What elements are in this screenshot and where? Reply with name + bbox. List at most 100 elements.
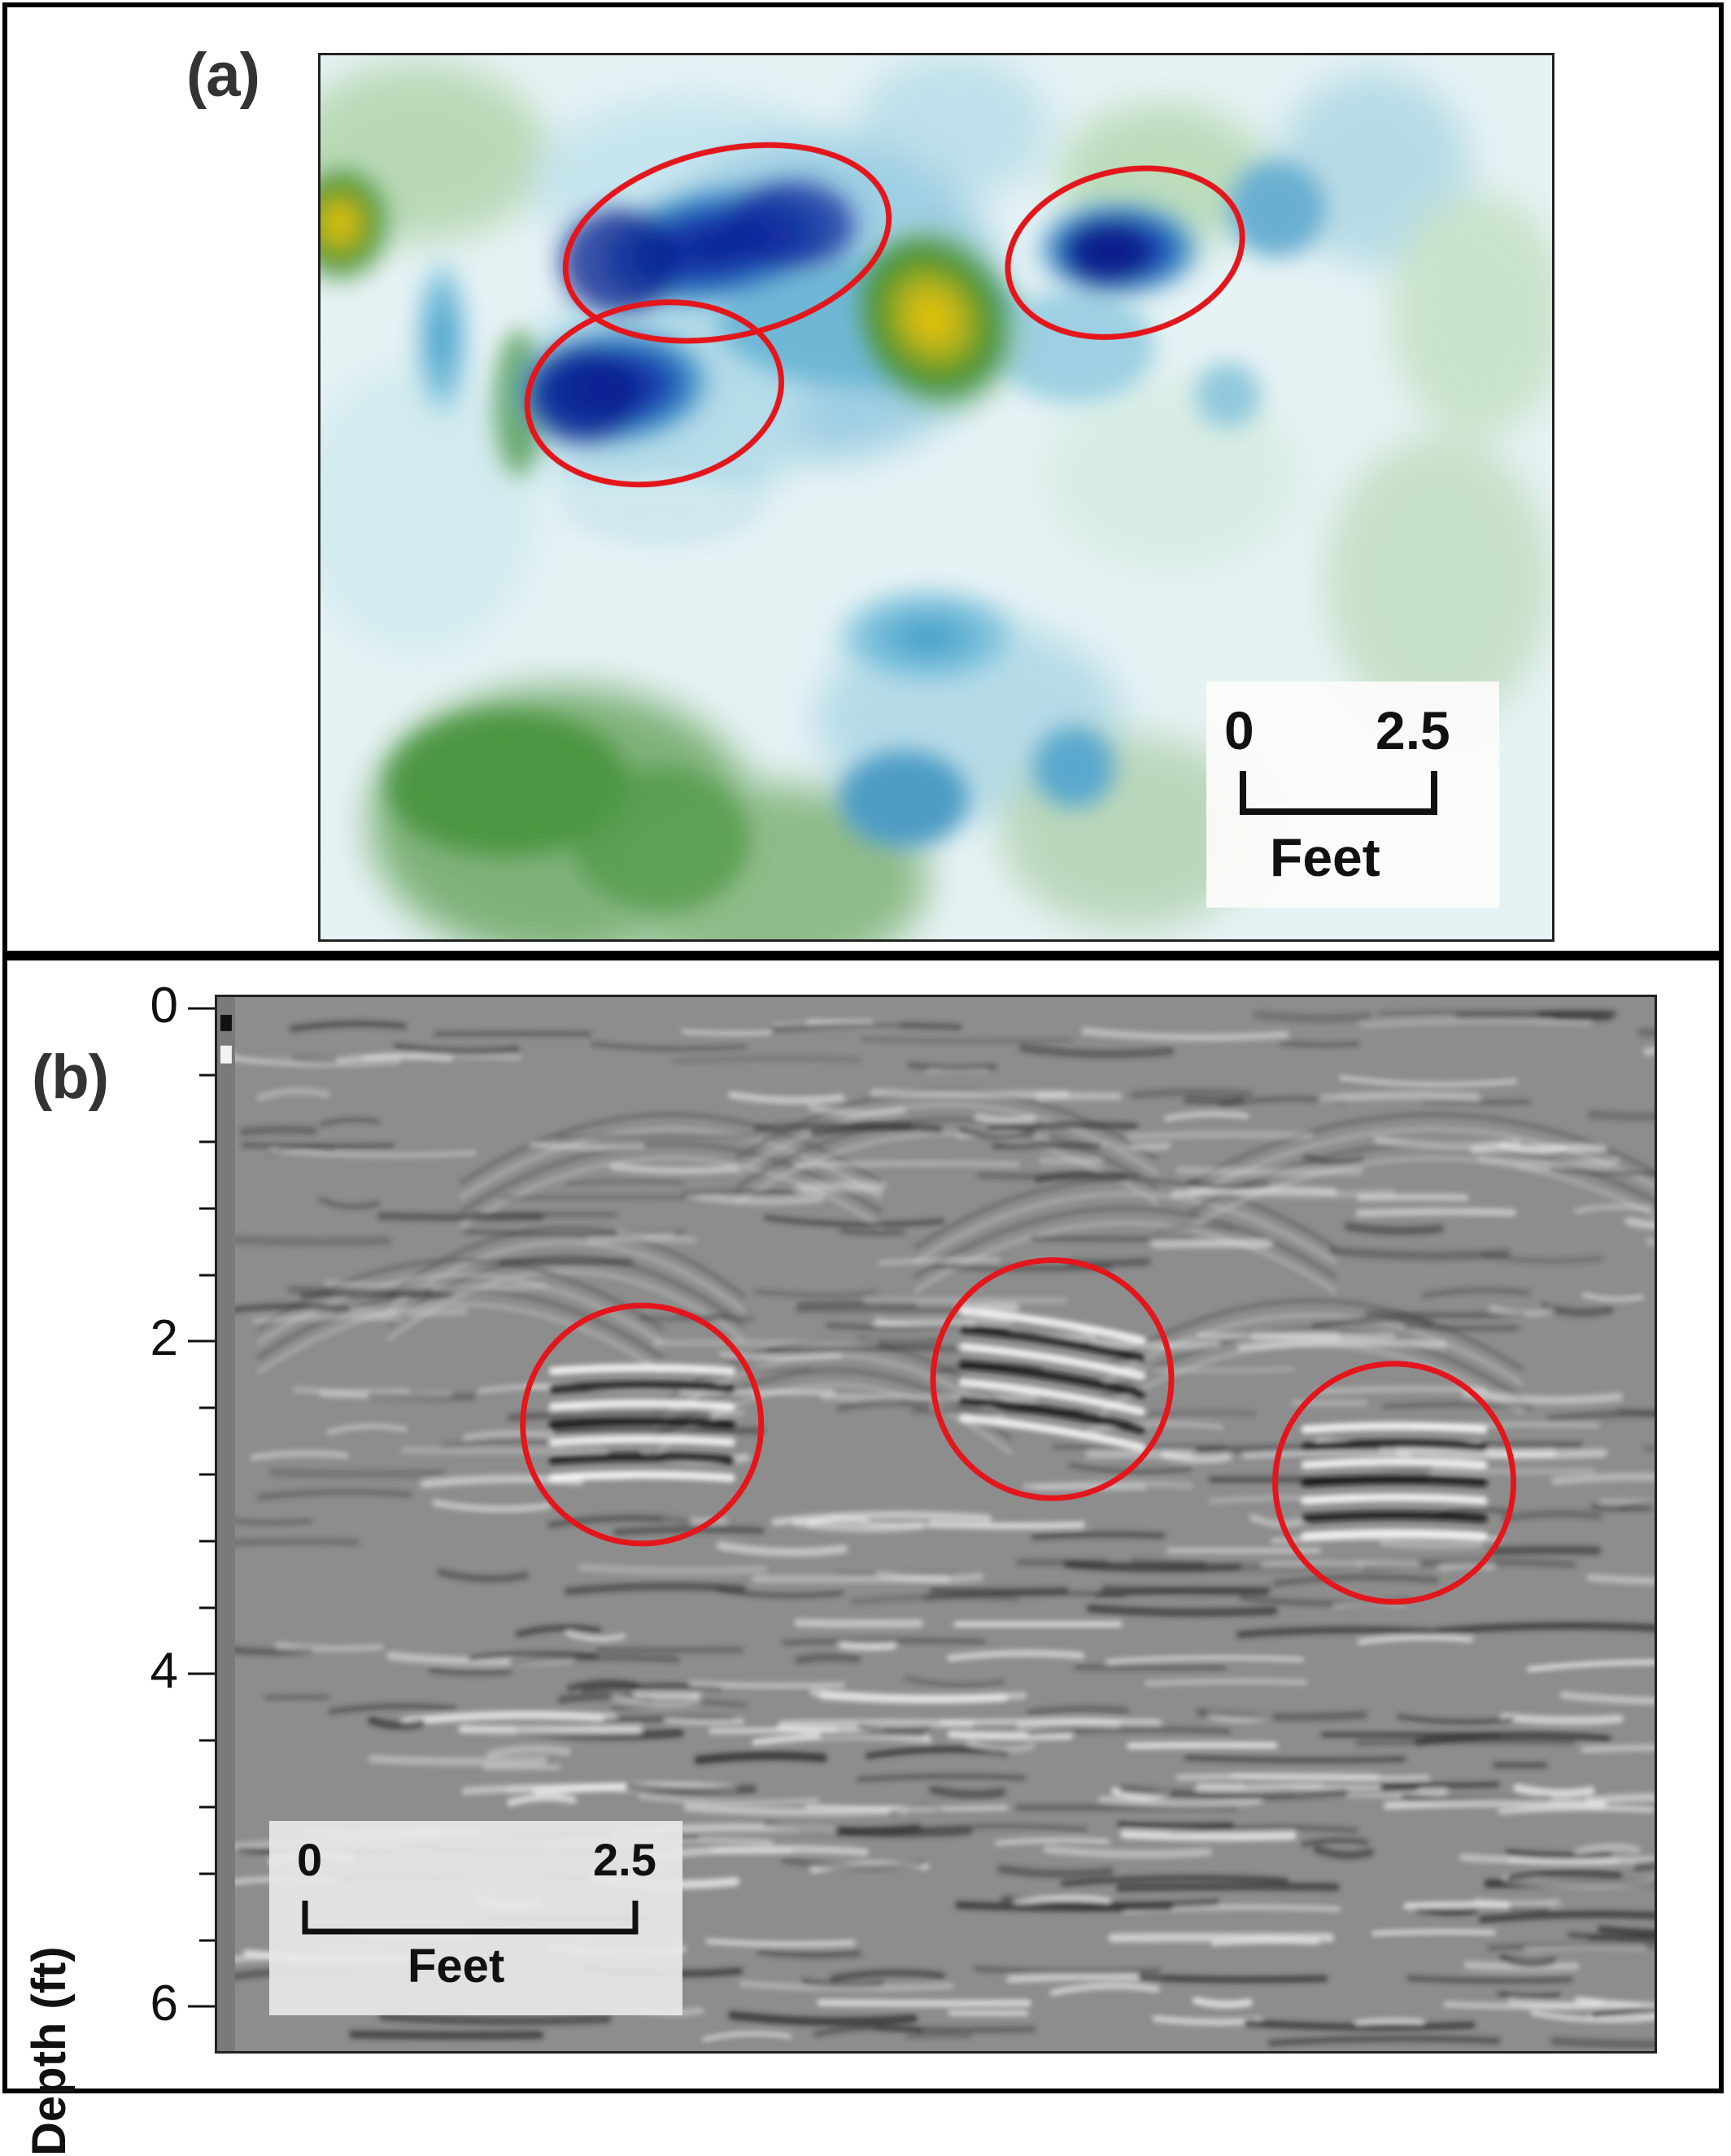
reflection-streak <box>997 1840 1107 1844</box>
scale-unit-label: Feet <box>1270 826 1380 888</box>
reflection-streak <box>273 1472 443 1474</box>
target-reflection <box>1305 1533 1483 1536</box>
reflection-streak <box>911 1065 994 1068</box>
reflection-streak <box>1035 1535 1162 1537</box>
reflection-streak <box>980 1175 1135 1177</box>
reflection-streak <box>1113 1937 1330 1938</box>
scale-bar-b: 0 2.5 Feet <box>269 1821 682 2015</box>
reflection-streak <box>1592 1114 1655 1117</box>
reflection-streak <box>404 1450 604 1451</box>
reflection-streak <box>1601 1929 1655 1933</box>
reflection-streak <box>824 1396 1035 1398</box>
reflection-streak <box>1201 1713 1363 1718</box>
reflection-streak <box>1590 1578 1655 1582</box>
depth-axis-title: Depth (ft) <box>22 1946 76 2156</box>
reflection-streak <box>874 1092 1066 1095</box>
reflection-streak <box>1358 1741 1572 1743</box>
reflection-streak <box>353 2035 539 2036</box>
reflection-streak <box>1282 1043 1357 1045</box>
reflection-streak <box>244 1130 313 1132</box>
reflection-streak <box>1010 1977 1160 1980</box>
panel-a: (a) <box>2 2 1724 956</box>
target-reflection <box>553 1474 731 1478</box>
scale-unit-label: Feet <box>408 1939 504 1993</box>
reflection-streak <box>1124 1834 1293 1836</box>
target-reflection <box>553 1457 731 1460</box>
target-reflection <box>1305 1426 1483 1430</box>
depth-tick-label: 4 <box>129 1642 178 1700</box>
scale-bar-a: 0 2.5 Feet <box>1206 682 1499 908</box>
reflection-streak <box>933 1790 1001 1795</box>
reflection-streak <box>1374 1932 1493 1933</box>
gpr-profile-image: 0 2.5 Feet <box>215 995 1657 2054</box>
reflection-streak <box>1001 1869 1110 1874</box>
reflection-streak <box>1500 1993 1558 1997</box>
reflection-streak <box>1030 1709 1126 1713</box>
reflection-streak <box>1602 1500 1655 1501</box>
reflection-streak <box>1120 1887 1336 1888</box>
reflection-streak <box>1104 1145 1168 1147</box>
reflection-streak <box>699 1756 822 1760</box>
reflection-streak <box>713 1850 791 1851</box>
depth-tick-label: 2 <box>129 1309 178 1367</box>
reflection-streak <box>761 1952 858 1955</box>
reflection-streak <box>279 1645 380 1649</box>
reflection-streak <box>220 1541 356 1543</box>
reflection-streak <box>1629 1222 1655 1227</box>
reflection-streak <box>1554 2041 1655 2045</box>
panel-b-label: (b) <box>32 1042 108 1113</box>
reflection-streak <box>877 1321 1010 1324</box>
reflection-streak <box>667 1720 742 1722</box>
reflection-streak <box>808 1806 1006 1809</box>
target-reflection <box>553 1422 731 1425</box>
reflection-streak <box>1505 1718 1620 1721</box>
reflection-streak <box>1020 1722 1117 1727</box>
reflection-streak <box>1333 1251 1506 1256</box>
reflection-streak <box>1130 1135 1309 1137</box>
reflection-streak <box>228 1239 387 1242</box>
reflection-streak <box>842 1231 902 1233</box>
scale-end-label: 2.5 <box>1376 699 1450 761</box>
target-reflection <box>1305 1444 1483 1447</box>
reflection-streak <box>1147 1681 1305 1683</box>
reflection-streak <box>1141 1977 1324 1980</box>
reflection-streak <box>1585 1747 1655 1749</box>
reflection-streak <box>683 1031 770 1033</box>
reflection-streak <box>1123 1092 1249 1096</box>
reflection-streak <box>1120 1824 1232 1826</box>
reflection-streak <box>1188 1757 1404 1760</box>
reflection-streak <box>582 1567 764 1570</box>
reflection-streak <box>613 1166 735 1170</box>
reflection-streak <box>1130 1745 1274 1746</box>
reflection-streak <box>799 1657 857 1661</box>
reflection-streak <box>1554 1017 1610 1018</box>
scale-start-label: 0 <box>297 1833 322 1886</box>
reflection-streak <box>589 1239 693 1241</box>
reflection-streak <box>253 1453 346 1457</box>
reflection-streak <box>1175 1190 1334 1194</box>
reflection-streak <box>1642 1032 1655 1034</box>
reflection-streak <box>1258 1015 1367 1018</box>
reflection-streak <box>726 1368 811 1370</box>
reflection-streak <box>1359 1212 1512 1213</box>
reflection-streak <box>804 1188 879 1191</box>
reflection-streak <box>1179 1170 1359 1172</box>
reflection-streak <box>431 1670 509 1673</box>
reflection-streak <box>267 1697 327 1698</box>
reflection-streak <box>1410 1978 1570 1980</box>
scale-end-label: 2.5 <box>593 1833 656 1886</box>
reflection-streak <box>1318 1389 1485 1392</box>
panel-a-label: (a) <box>186 40 259 111</box>
scale-start-label: 0 <box>1224 699 1254 761</box>
reflection-streak <box>842 1645 893 1647</box>
reflection-streak <box>1360 1197 1465 1198</box>
reflection-streak <box>691 1683 843 1686</box>
reflection-streak <box>861 1727 928 1729</box>
reflection-streak <box>1032 1238 1193 1239</box>
reflection-streak <box>1407 1905 1507 1906</box>
magnetic-map-image: 0 2.5 Feet <box>318 53 1554 942</box>
target-reflection <box>1305 1479 1483 1483</box>
reflection-streak <box>1156 2019 1259 2022</box>
reflection-streak <box>1214 1940 1317 1943</box>
panel-b: (b) Depth (ft) 0 2 4 6 <box>2 956 1724 2093</box>
